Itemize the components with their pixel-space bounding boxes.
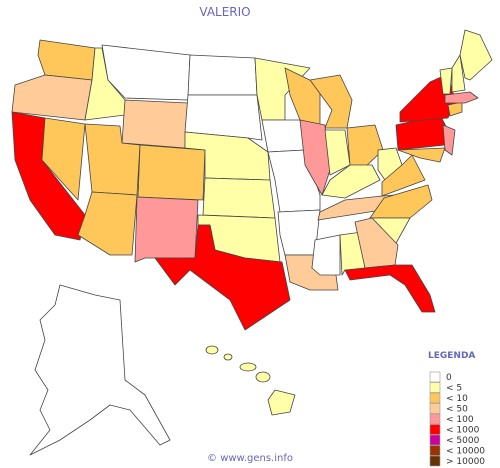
- state: [121, 99, 189, 149]
- state: [344, 264, 436, 313]
- legend-swatch: [429, 392, 441, 404]
- island: [205, 345, 219, 355]
- map-title: VALERIO: [199, 5, 250, 19]
- legend-swatch: [429, 371, 441, 383]
- island: [255, 371, 271, 383]
- legend-swatch: [429, 403, 441, 414]
- state: [442, 124, 456, 156]
- state: [77, 191, 138, 256]
- legend-label: < 100: [446, 415, 474, 425]
- legend-title: LEGENDA: [428, 351, 475, 361]
- islands: [205, 345, 296, 416]
- legend-swatch: [429, 434, 441, 446]
- state: [29, 284, 171, 456]
- state: [154, 224, 291, 331]
- legend-swatch: [429, 455, 441, 467]
- state: [299, 119, 331, 196]
- legend-label: < 5: [446, 384, 462, 394]
- state: [37, 39, 96, 81]
- state: [321, 164, 381, 199]
- legend-label: < 10: [446, 394, 468, 404]
- state: [134, 196, 199, 263]
- state: [261, 119, 306, 153]
- legend-swatch: [429, 382, 441, 393]
- states: [11, 29, 493, 456]
- footer: © www.gens.info: [207, 453, 293, 464]
- state: [346, 124, 384, 171]
- state: [369, 184, 433, 219]
- state: [311, 234, 341, 276]
- state: [381, 154, 426, 197]
- state: [202, 177, 276, 219]
- legend-label: 0: [446, 373, 452, 383]
- state: [439, 67, 453, 95]
- state: [184, 94, 263, 141]
- legend-label: > 10000: [446, 457, 485, 467]
- state: [11, 74, 93, 121]
- legend-label: < 5000: [446, 436, 480, 446]
- legend-label: < 1000: [446, 426, 480, 436]
- island: [267, 389, 296, 416]
- state: [187, 54, 258, 96]
- legend-swatch: [429, 445, 441, 456]
- state: [354, 217, 399, 269]
- island: [223, 353, 233, 361]
- legend-swatch: [429, 413, 441, 425]
- state: [277, 209, 321, 256]
- island: [239, 362, 257, 372]
- state: [41, 117, 86, 201]
- legend-swatch: [429, 424, 441, 435]
- state: [101, 44, 191, 101]
- state: [284, 67, 321, 126]
- state: [397, 147, 446, 163]
- state: [444, 91, 479, 104]
- state: [137, 144, 206, 201]
- legend-label: < 10000: [446, 447, 485, 457]
- state: [451, 54, 466, 93]
- legend-label: < 50: [446, 405, 468, 415]
- state: [459, 29, 493, 81]
- legend: LEGENDA 0< 5< 10< 50< 100< 1000< 5000< 1…: [428, 351, 485, 467]
